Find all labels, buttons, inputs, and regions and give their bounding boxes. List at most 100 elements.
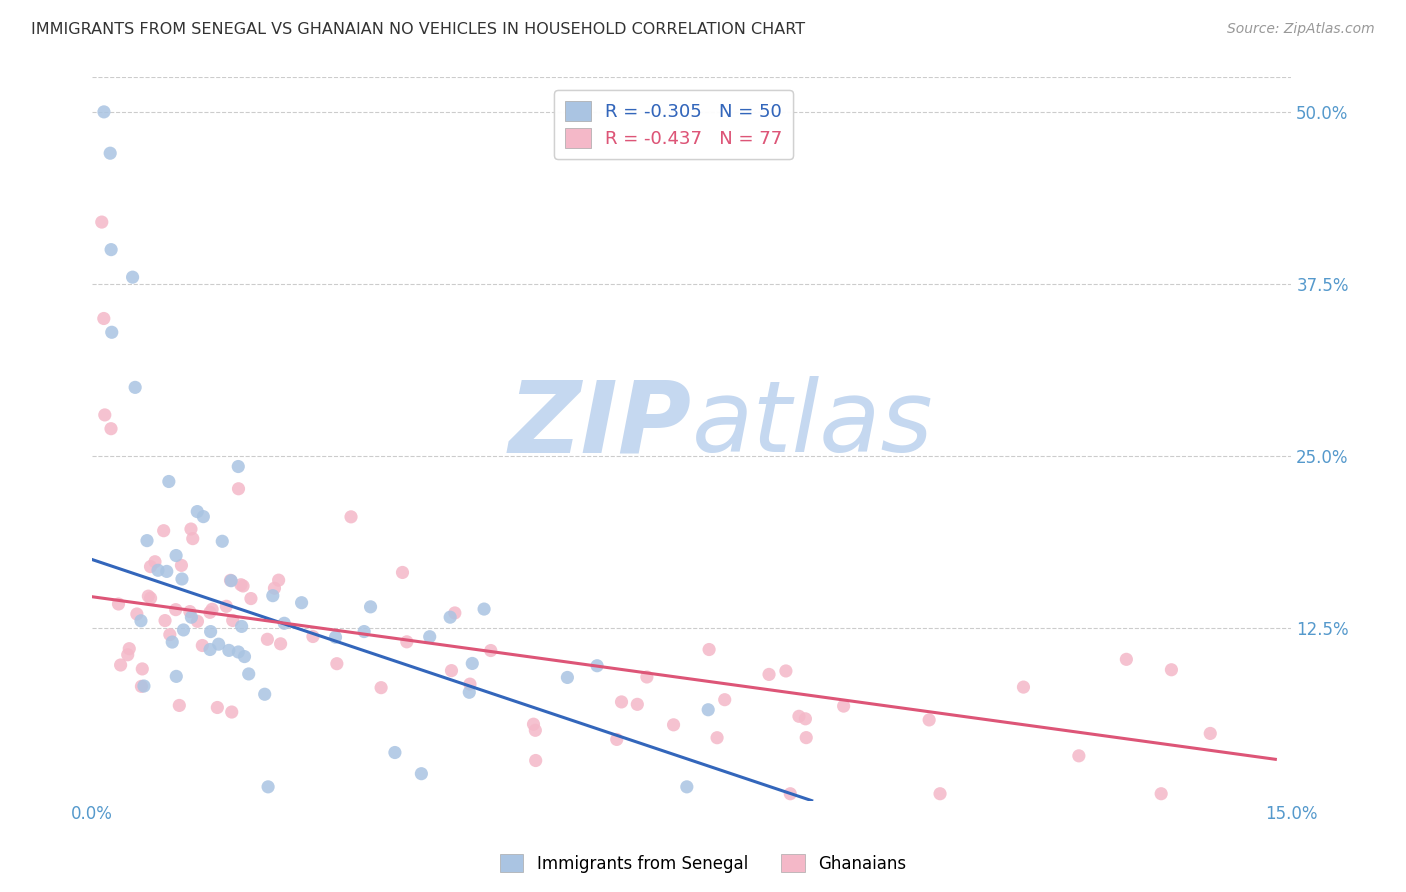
Point (139, 591, 162, 606)
Point (233, 649, 256, 664)
Point (524, 754, 547, 768)
Point (156, 565, 179, 579)
Point (458, 685, 481, 699)
Point (181, 532, 204, 546)
Point (218, 643, 240, 657)
Point (193, 509, 215, 524)
Point (479, 643, 502, 657)
Point (165, 602, 187, 616)
Point (90, 215, 112, 229)
Point (273, 616, 295, 631)
Point (713, 692, 735, 706)
Point (522, 717, 544, 731)
Point (153, 614, 176, 628)
Point (262, 589, 284, 603)
Point (256, 632, 278, 647)
Point (267, 573, 290, 587)
Point (340, 509, 363, 524)
Point (263, 581, 285, 595)
Text: atlas: atlas (692, 376, 934, 473)
Point (257, 780, 280, 794)
Point (326, 657, 349, 671)
Point (228, 482, 250, 496)
Point (586, 658, 609, 673)
Point (239, 591, 262, 606)
Point (557, 670, 579, 684)
Point (232, 579, 254, 593)
Point (143, 555, 166, 569)
Point (186, 505, 208, 519)
Point (201, 602, 224, 616)
Point (121, 270, 143, 285)
Point (159, 627, 181, 641)
Point (191, 639, 214, 653)
Point (229, 578, 252, 592)
Point (636, 670, 658, 684)
Point (200, 624, 222, 639)
Point (1150, 787, 1173, 801)
Point (662, 718, 685, 732)
Point (794, 712, 817, 726)
Point (215, 599, 238, 614)
Point (929, 787, 952, 801)
Point (779, 787, 801, 801)
Point (370, 681, 392, 695)
Point (226, 459, 249, 474)
Point (439, 610, 461, 624)
Point (291, 596, 314, 610)
Point (228, 645, 250, 659)
Point (100, 422, 122, 436)
Point (93, 311, 115, 326)
Point (472, 602, 495, 616)
Point (918, 713, 941, 727)
Point (706, 731, 728, 745)
Point (1160, 663, 1182, 677)
Point (697, 642, 720, 657)
Point (461, 657, 484, 671)
Point (100, 243, 122, 257)
Text: IMMIGRANTS FROM SENEGAL VS GHANAIAN NO VEHICLES IN HOUSEHOLD CORRELATION CHART: IMMIGRANTS FROM SENEGAL VS GHANAIAN NO V… (31, 22, 806, 37)
Point (391, 566, 413, 580)
Point (186, 615, 208, 629)
Point (170, 572, 193, 586)
Point (238, 667, 260, 681)
Point (697, 703, 720, 717)
Point (131, 679, 153, 693)
Point (1199, 726, 1222, 740)
Point (411, 766, 433, 780)
Point (253, 687, 276, 701)
Point (221, 705, 243, 719)
Point (222, 614, 245, 628)
Point (136, 589, 159, 603)
Point (610, 695, 633, 709)
Point (107, 597, 129, 611)
Point (1012, 680, 1035, 694)
Point (139, 559, 162, 574)
Point (152, 524, 174, 538)
Point (98, 146, 121, 161)
Point (758, 667, 780, 681)
Point (219, 574, 242, 588)
Point (179, 605, 201, 619)
Point (360, 599, 382, 614)
Point (676, 780, 699, 794)
Text: Source: ZipAtlas.com: Source: ZipAtlas.com (1227, 22, 1375, 37)
Point (94, 408, 117, 422)
Point (794, 731, 817, 745)
Point (124, 380, 146, 394)
Point (353, 624, 375, 639)
Point (117, 648, 139, 662)
Point (395, 635, 418, 649)
Point (198, 642, 221, 657)
Point (775, 664, 797, 678)
Point (110, 658, 132, 673)
Point (626, 698, 648, 712)
Point (208, 637, 231, 651)
Point (93, 104, 115, 119)
Point (118, 641, 141, 656)
Point (440, 664, 463, 678)
Point (207, 700, 229, 714)
Point (302, 630, 325, 644)
Point (160, 635, 183, 649)
Text: ZIP: ZIP (509, 376, 692, 473)
